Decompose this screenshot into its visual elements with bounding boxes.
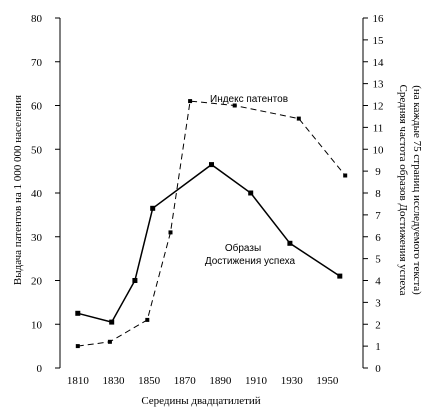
patent-index-point (75, 344, 80, 349)
patent-index-point (168, 230, 173, 235)
right-tick-label: 3 (375, 297, 381, 309)
achievement-images-label-line2: Достижения успеха (205, 256, 296, 267)
achievement-images-label-line1: Образы (225, 242, 261, 254)
left-tick-label: 50 (31, 144, 43, 156)
achievement-images-point (209, 162, 214, 168)
achievement-images-point (150, 205, 156, 211)
patent-index-line (77, 100, 346, 347)
x-tick-label: 1910 (245, 375, 268, 387)
x-tick-label: 1810 (67, 375, 90, 387)
right-tick-label: 9 (375, 166, 381, 178)
left-tick-label: 20 (31, 276, 43, 288)
left-tick-label: 80 (31, 13, 43, 25)
x-tick-label: 1870 (174, 375, 197, 387)
left-tick-label: 10 (31, 319, 43, 331)
right-y-axis-title-line1: Средняя частота образов Достижения успех… (397, 84, 409, 295)
series-layer (75, 99, 348, 349)
left-tick-label: 70 (31, 57, 43, 69)
right-tick-label: 13 (373, 79, 385, 91)
plot-frame (59, 18, 364, 368)
right-tick-label: 2 (375, 319, 381, 331)
right-tick-label: 4 (375, 276, 381, 288)
left-tick-label: 40 (31, 188, 43, 200)
left-tick-label: 0 (37, 363, 43, 375)
right-tick-label: 6 (375, 232, 381, 244)
right-tick-label: 7 (375, 210, 381, 222)
achievement-images-point (248, 190, 254, 196)
x-tick-label: 1930 (281, 375, 304, 387)
achievement-images-point (337, 273, 343, 279)
x-tick-label: 1950 (316, 375, 339, 387)
left-tick-label: 30 (31, 232, 43, 244)
right-y-axis-title-line2: (на каждые 75 страниц исследуемого текст… (411, 85, 423, 295)
x-axis-title: Середины двадцатилетий (141, 395, 260, 407)
right-tick-label: 16 (373, 13, 385, 25)
x-tick-label: 1850 (138, 375, 161, 387)
achievement-images-point (287, 240, 293, 246)
x-tick-label: 1890 (209, 375, 232, 387)
patent-index-point (343, 173, 348, 178)
patent-index-point (145, 317, 150, 322)
left-axis: 0 10 20 30 40 50 60 70 80 (31, 13, 60, 375)
patent-index-point (232, 103, 237, 108)
right-tick-label: 8 (375, 188, 381, 200)
right-tick-label: 5 (375, 254, 381, 266)
achievement-images-line (77, 163, 341, 323)
x-tick-label: 1830 (102, 375, 125, 387)
achievement-images-point (132, 278, 138, 283)
right-tick-label: 14 (373, 57, 385, 69)
right-tick-label: 15 (373, 35, 385, 47)
achievement-images-point (75, 310, 81, 316)
right-tick-label: 12 (373, 101, 384, 113)
right-tick-label: 1 (375, 341, 381, 353)
right-tick-label: 0 (375, 363, 381, 375)
right-tick-label: 11 (373, 122, 384, 134)
patent-index-point (107, 339, 112, 344)
patent-index-point (188, 99, 193, 104)
right-tick-label: 10 (373, 144, 385, 156)
patent-index-label: Индекс патентов (210, 94, 288, 105)
patent-index-point (296, 116, 301, 121)
left-y-axis-title: Выдача патентов на 1 000 000 населения (12, 95, 24, 285)
x-axis: 1810 1830 1850 1870 1890 1910 1930 1950 (67, 375, 339, 387)
left-tick-label: 60 (31, 101, 43, 113)
achievement-images-point (109, 319, 115, 325)
